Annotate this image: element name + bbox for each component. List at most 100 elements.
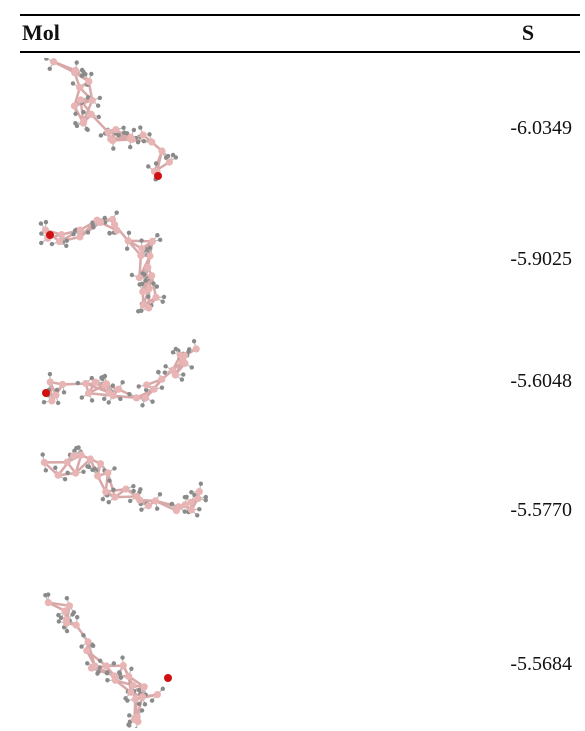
carbon-atom (165, 158, 173, 166)
hydrogen-atom (92, 466, 97, 471)
oxygen-atom (46, 231, 54, 239)
hydrogen-atom (104, 671, 110, 676)
hydrogen-atom (65, 470, 70, 476)
carbon-atom (143, 381, 151, 389)
carbon-atom (113, 226, 121, 235)
hydrogen-atom (56, 619, 62, 624)
carbon-atom (171, 371, 179, 379)
hydrogen-atom (79, 67, 85, 73)
carbon-atom (192, 345, 200, 353)
carbon-atom (84, 389, 93, 397)
hydrogen-atom (139, 308, 144, 314)
carbon-atom (80, 117, 88, 126)
hydrogen-atom (181, 372, 186, 377)
carbon-atom (122, 485, 130, 493)
carbon-atom (102, 488, 110, 496)
hydrogen-atom (58, 615, 64, 620)
column-header-score: S (521, 20, 535, 45)
carbon-atom (102, 380, 111, 388)
carbon-atom (133, 713, 141, 721)
hydrogen-atom (127, 391, 132, 397)
hydrogen-atom (79, 644, 84, 649)
hydrogen-atom (110, 383, 116, 388)
hydrogen-atom (159, 385, 165, 390)
hydrogen-atom (189, 490, 194, 495)
hydrogen-atom (90, 220, 95, 225)
carbon-atom (86, 455, 94, 463)
carbon-atom (111, 493, 119, 501)
carbon-atom (110, 221, 119, 229)
carbon-atom (76, 226, 84, 234)
score-value: -5.5684 (510, 653, 572, 675)
hydrogen-atom (54, 387, 59, 393)
bond (79, 221, 102, 238)
hydrogen-atom (121, 125, 126, 130)
hydrogen-atom (85, 230, 91, 235)
hydrogen-atom (96, 114, 101, 120)
hydrogen-atom (131, 483, 136, 489)
carbon-atom (54, 471, 62, 479)
bond (138, 255, 143, 278)
hydrogen-atom (101, 396, 107, 402)
score-value: -5.6048 (510, 370, 572, 392)
hydrogen-atom (186, 349, 191, 354)
hydrogen-atom (129, 272, 135, 278)
hydrogen-atom (157, 492, 163, 497)
carbon-atom (124, 237, 132, 245)
hydrogen-atom (134, 727, 138, 728)
carbon-atom (104, 128, 112, 136)
hydrogen-atom (83, 72, 88, 77)
hydrogen-atom (47, 371, 53, 377)
carbon-atom (148, 138, 156, 146)
hydrogen-atom (107, 231, 112, 236)
carbon-atom (65, 602, 74, 610)
hydrogen-atom (96, 669, 101, 674)
hydrogen-atom (127, 719, 133, 724)
carbon-atom (176, 351, 184, 360)
hydrogen-atom (62, 476, 68, 482)
carbon-atom (187, 498, 195, 506)
hydrogen-atom (143, 278, 148, 283)
hydrogen-atom (81, 109, 86, 115)
hydrogen-atom (55, 400, 61, 406)
hydrogen-atom (70, 81, 76, 86)
hydrogen-atom (44, 58, 49, 61)
hydrogen-atom (112, 466, 117, 471)
hydrogen-atom (71, 232, 76, 237)
table-row: -5.5684 (20, 578, 580, 728)
hydrogen-atom (79, 395, 85, 400)
hydrogen-atom (191, 339, 197, 344)
hydrogen-atom (75, 380, 81, 386)
hydrogen-atom (43, 468, 49, 473)
carbon-atom (195, 488, 203, 496)
carbon-atom (44, 598, 52, 607)
hydrogen-atom (72, 448, 77, 453)
hydrogen-atom (53, 465, 58, 470)
header-rule (20, 51, 580, 53)
carbon-atom (144, 502, 153, 510)
hydrogen-atom (140, 271, 146, 276)
hydrogen-atom (84, 126, 89, 132)
carbon-atom (151, 497, 160, 505)
hydrogen-atom (79, 73, 85, 79)
hydrogen-atom (90, 643, 96, 648)
hydrogen-atom (136, 384, 141, 389)
carbon-atom (82, 379, 90, 388)
carbon-atom (50, 58, 58, 66)
carbon-atom (46, 378, 54, 386)
hydrogen-atom (107, 478, 112, 483)
hydrogen-atom (131, 488, 136, 494)
hydrogen-atom (100, 497, 106, 502)
carbon-atom (55, 237, 64, 246)
hydrogen-atom (126, 230, 132, 236)
hydrogen-atom (157, 237, 163, 243)
hydrogen-atom (139, 238, 144, 243)
carbon-atom (187, 506, 195, 514)
carbon-atom (70, 102, 79, 110)
table-row: -5.9025 (20, 197, 580, 315)
hydrogen-atom (203, 494, 208, 500)
hydrogen-atom (203, 497, 208, 503)
hydrogen-atom (160, 686, 165, 691)
carbon-atom (87, 110, 95, 118)
molecule-structure-image (28, 197, 228, 315)
